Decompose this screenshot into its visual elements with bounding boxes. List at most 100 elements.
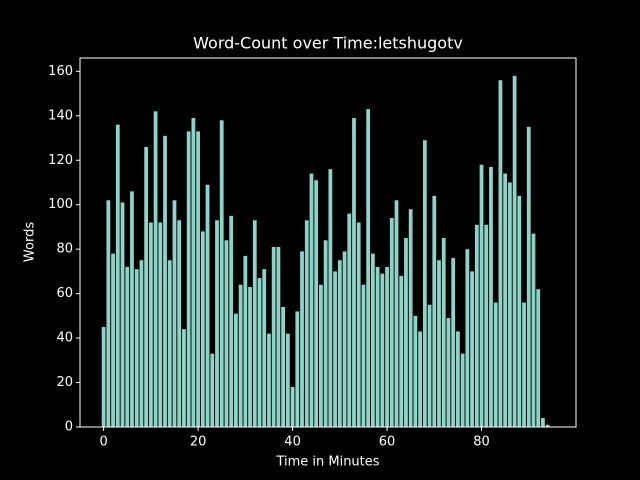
- bar: [238, 284, 243, 427]
- x-tick-label: 40: [284, 435, 301, 450]
- x-tick-label: 60: [379, 435, 396, 450]
- y-tick-label: 0: [65, 420, 73, 435]
- bar: [111, 253, 115, 427]
- bar: [120, 202, 125, 427]
- bar: [437, 260, 441, 427]
- bar: [394, 200, 399, 427]
- bar: [389, 218, 394, 427]
- bar: [545, 424, 550, 427]
- bar: [257, 278, 262, 427]
- bar: [271, 246, 276, 427]
- bar: [219, 120, 224, 427]
- y-tick-label: 140: [48, 108, 73, 123]
- bar: [215, 220, 219, 427]
- x-tick-label: 20: [190, 435, 207, 450]
- bar: [101, 326, 106, 427]
- bar: [328, 169, 333, 427]
- bar: [465, 249, 470, 427]
- bar: [134, 269, 139, 427]
- y-axis-label: Words: [23, 222, 38, 262]
- bar: [148, 222, 153, 427]
- bar: [347, 213, 352, 427]
- y-tick-label: 160: [48, 64, 73, 79]
- bar: [186, 131, 191, 428]
- bar: [115, 124, 120, 428]
- bar: [281, 306, 286, 427]
- bar: [276, 246, 281, 427]
- bar: [474, 224, 479, 427]
- bar: [517, 195, 522, 427]
- bar: [418, 331, 423, 427]
- bar: [484, 224, 489, 427]
- y-tick-label: 20: [56, 375, 73, 390]
- bar: [262, 269, 267, 427]
- bar: [309, 173, 314, 427]
- bar: [413, 315, 418, 427]
- x-tick-label: 80: [473, 435, 490, 450]
- bar: [498, 80, 503, 427]
- bar: [224, 240, 229, 427]
- bar: [229, 215, 234, 427]
- bar: [153, 111, 158, 427]
- bar: [536, 289, 541, 427]
- bar: [130, 191, 134, 427]
- bar: [366, 109, 371, 428]
- bar: [399, 275, 404, 427]
- bar: [422, 140, 427, 427]
- chart-title: Word-Count over Time:letshugotv: [193, 34, 463, 53]
- bar: [337, 260, 342, 427]
- bar: [233, 313, 238, 427]
- bar: [441, 238, 446, 427]
- bar: [512, 75, 517, 427]
- y-tick-label: 120: [48, 153, 73, 168]
- bar: [267, 333, 271, 427]
- bar: [427, 304, 432, 427]
- bar: [167, 260, 172, 427]
- bar: [304, 220, 309, 427]
- bar: [196, 131, 200, 428]
- bar: [446, 318, 451, 427]
- x-axis-label: Time in Minutes: [275, 455, 379, 470]
- bar: [352, 118, 356, 428]
- bar: [290, 386, 295, 427]
- bar: [404, 238, 408, 427]
- bar: [522, 302, 526, 427]
- bar: [125, 266, 130, 427]
- bar: [172, 200, 177, 427]
- bar: [323, 240, 328, 427]
- x-tick-label: 0: [99, 435, 107, 450]
- bar: [451, 258, 456, 427]
- bar: [200, 231, 205, 427]
- bar: [314, 180, 319, 427]
- bar: [489, 166, 493, 427]
- bar: [493, 302, 498, 427]
- bar: [456, 331, 460, 427]
- bar: [139, 260, 144, 427]
- bar: [541, 418, 545, 427]
- bar: [432, 195, 437, 427]
- bar: [470, 271, 474, 427]
- y-tick-label: 80: [56, 242, 73, 257]
- bar: [210, 353, 215, 427]
- bar: [182, 329, 186, 427]
- bar: [479, 164, 484, 427]
- bar: [285, 333, 290, 427]
- bar: [248, 286, 252, 427]
- bar: [380, 273, 385, 427]
- bar: [408, 209, 413, 427]
- bar: [356, 222, 361, 427]
- bar: [460, 353, 465, 427]
- bar: [385, 266, 389, 427]
- y-tick-label: 100: [48, 197, 73, 212]
- bar: [243, 255, 248, 427]
- bar: [503, 173, 508, 427]
- bar: [205, 184, 210, 427]
- bar: [252, 220, 257, 427]
- bar: [333, 271, 337, 427]
- bar: [526, 126, 531, 427]
- bar: [361, 284, 366, 427]
- axes-frame: [79, 57, 577, 428]
- bar: [106, 200, 111, 427]
- bar: [177, 220, 182, 427]
